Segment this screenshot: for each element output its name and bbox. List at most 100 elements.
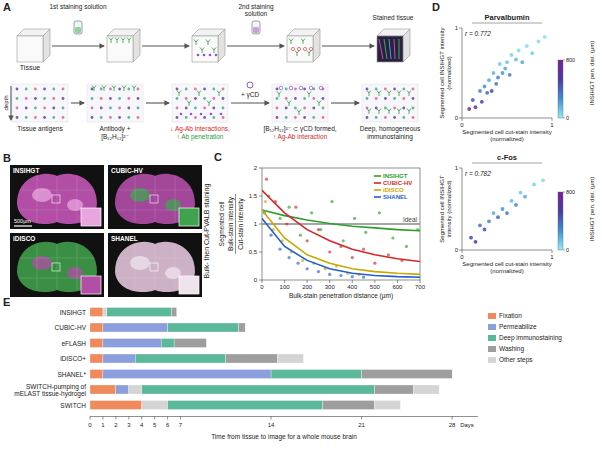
- antigen-dot: [312, 97, 315, 100]
- tick: [259, 224, 262, 225]
- legend-label: Fixation: [499, 312, 522, 319]
- tile-line: [135, 244, 136, 290]
- arrow: [322, 45, 374, 46]
- bar-segment: [103, 323, 168, 332]
- complex-icon: [220, 113, 223, 116]
- tick: [563, 192, 565, 193]
- point: [487, 78, 491, 82]
- bar-segment: [375, 385, 414, 394]
- tube-icon: [74, 21, 82, 34]
- point: [537, 40, 541, 44]
- legend-swatch: [488, 346, 496, 352]
- point: [510, 53, 514, 57]
- antigen-dot: [62, 116, 65, 119]
- tissue-slab: [172, 84, 228, 122]
- antibody-icon: [109, 38, 113, 44]
- antigen-dot: [212, 97, 215, 100]
- label: ↑ Ag-Ab interaction: [273, 133, 328, 141]
- complex-icon: [203, 54, 206, 57]
- tick: [90, 417, 91, 420]
- cyclodextrin-icon: [247, 82, 253, 88]
- tick: [459, 168, 462, 169]
- plot-area: [467, 35, 546, 111]
- bar-segment: [90, 401, 142, 410]
- tick-label: 0: [460, 254, 464, 260]
- tick: [141, 417, 142, 420]
- label: [B₁₂H₁₂]²⁻ ⊂ γCD formed,: [263, 125, 336, 133]
- tick-label: 1: [550, 122, 554, 128]
- ring-icon: [309, 47, 312, 50]
- bar-segment: [135, 354, 226, 363]
- tick-label: 700: [415, 284, 426, 290]
- roi-box: [52, 263, 60, 271]
- label: + γCD: [241, 91, 260, 99]
- text-line: iDISCO+: [60, 355, 86, 362]
- antigen-dot: [176, 88, 179, 91]
- antigen-dot: [25, 97, 28, 100]
- arrow: [227, 45, 284, 46]
- point: [294, 206, 297, 209]
- antigen-dot: [109, 97, 112, 100]
- text-line: intensity (normalized): [446, 180, 452, 237]
- antigen-dot: [34, 97, 37, 100]
- antibody-icon: [187, 101, 191, 107]
- tick: [180, 417, 181, 420]
- arrow: [10, 86, 11, 120]
- antibody-icon: [297, 110, 301, 116]
- tick-label: 1: [455, 165, 459, 171]
- point: [471, 98, 475, 102]
- tick-label: 6: [166, 422, 170, 428]
- axis-line: [90, 416, 478, 417]
- tick-label: 0: [260, 284, 264, 290]
- point: [353, 217, 356, 220]
- arrow: [142, 45, 189, 46]
- label: [B₁₂H₁₂]²⁻: [101, 133, 129, 141]
- cube-front: [377, 36, 403, 62]
- antigen-dot: [127, 107, 130, 110]
- antigen-dot: [52, 116, 55, 119]
- text-line: eFLASH: [61, 340, 86, 347]
- tick: [329, 280, 330, 283]
- bar-segment: [90, 308, 103, 317]
- legend-swatch: [374, 175, 381, 177]
- tick: [459, 118, 462, 119]
- antigen-dot: [185, 107, 188, 110]
- tick-label: 28: [449, 422, 456, 428]
- antigen-dot: [137, 116, 140, 119]
- antigen-dot: [194, 116, 197, 119]
- row-label: CUBIC-HV: [55, 324, 87, 331]
- antigen-dot: [285, 107, 288, 110]
- point: [391, 236, 394, 239]
- point: [519, 191, 523, 195]
- plot-frame: [262, 168, 420, 280]
- label: iDISCO: [13, 235, 35, 242]
- bar-segment: [323, 401, 375, 410]
- micrograph: [10, 233, 104, 297]
- axis-title: Segmented cell INSIHGT intensity(normali…: [439, 28, 452, 119]
- point: [517, 49, 521, 53]
- axis-line: [462, 168, 463, 250]
- arrow: [331, 102, 359, 103]
- label-patch: [399, 216, 418, 223]
- antigen-dot: [43, 97, 46, 100]
- bar-segment: [168, 323, 239, 332]
- tick-label: 0: [460, 122, 464, 128]
- tube-icon: [252, 21, 260, 34]
- tick: [563, 60, 565, 61]
- bar-segment: [103, 308, 107, 317]
- complex-icon: [190, 113, 193, 116]
- tick: [115, 417, 116, 420]
- title-rule: [472, 163, 542, 164]
- tile-line: [57, 176, 58, 222]
- antigen-dot: [222, 97, 225, 100]
- cube-side: [313, 29, 320, 62]
- antigen-dot: [62, 88, 65, 91]
- stain-line: [384, 39, 387, 59]
- antibody-icon: [387, 91, 391, 97]
- point: [364, 231, 367, 234]
- antigen-dot: [375, 116, 378, 119]
- point: [339, 274, 342, 277]
- antibody-icon: [200, 48, 204, 54]
- bar-segment: [413, 385, 439, 394]
- point: [317, 228, 320, 231]
